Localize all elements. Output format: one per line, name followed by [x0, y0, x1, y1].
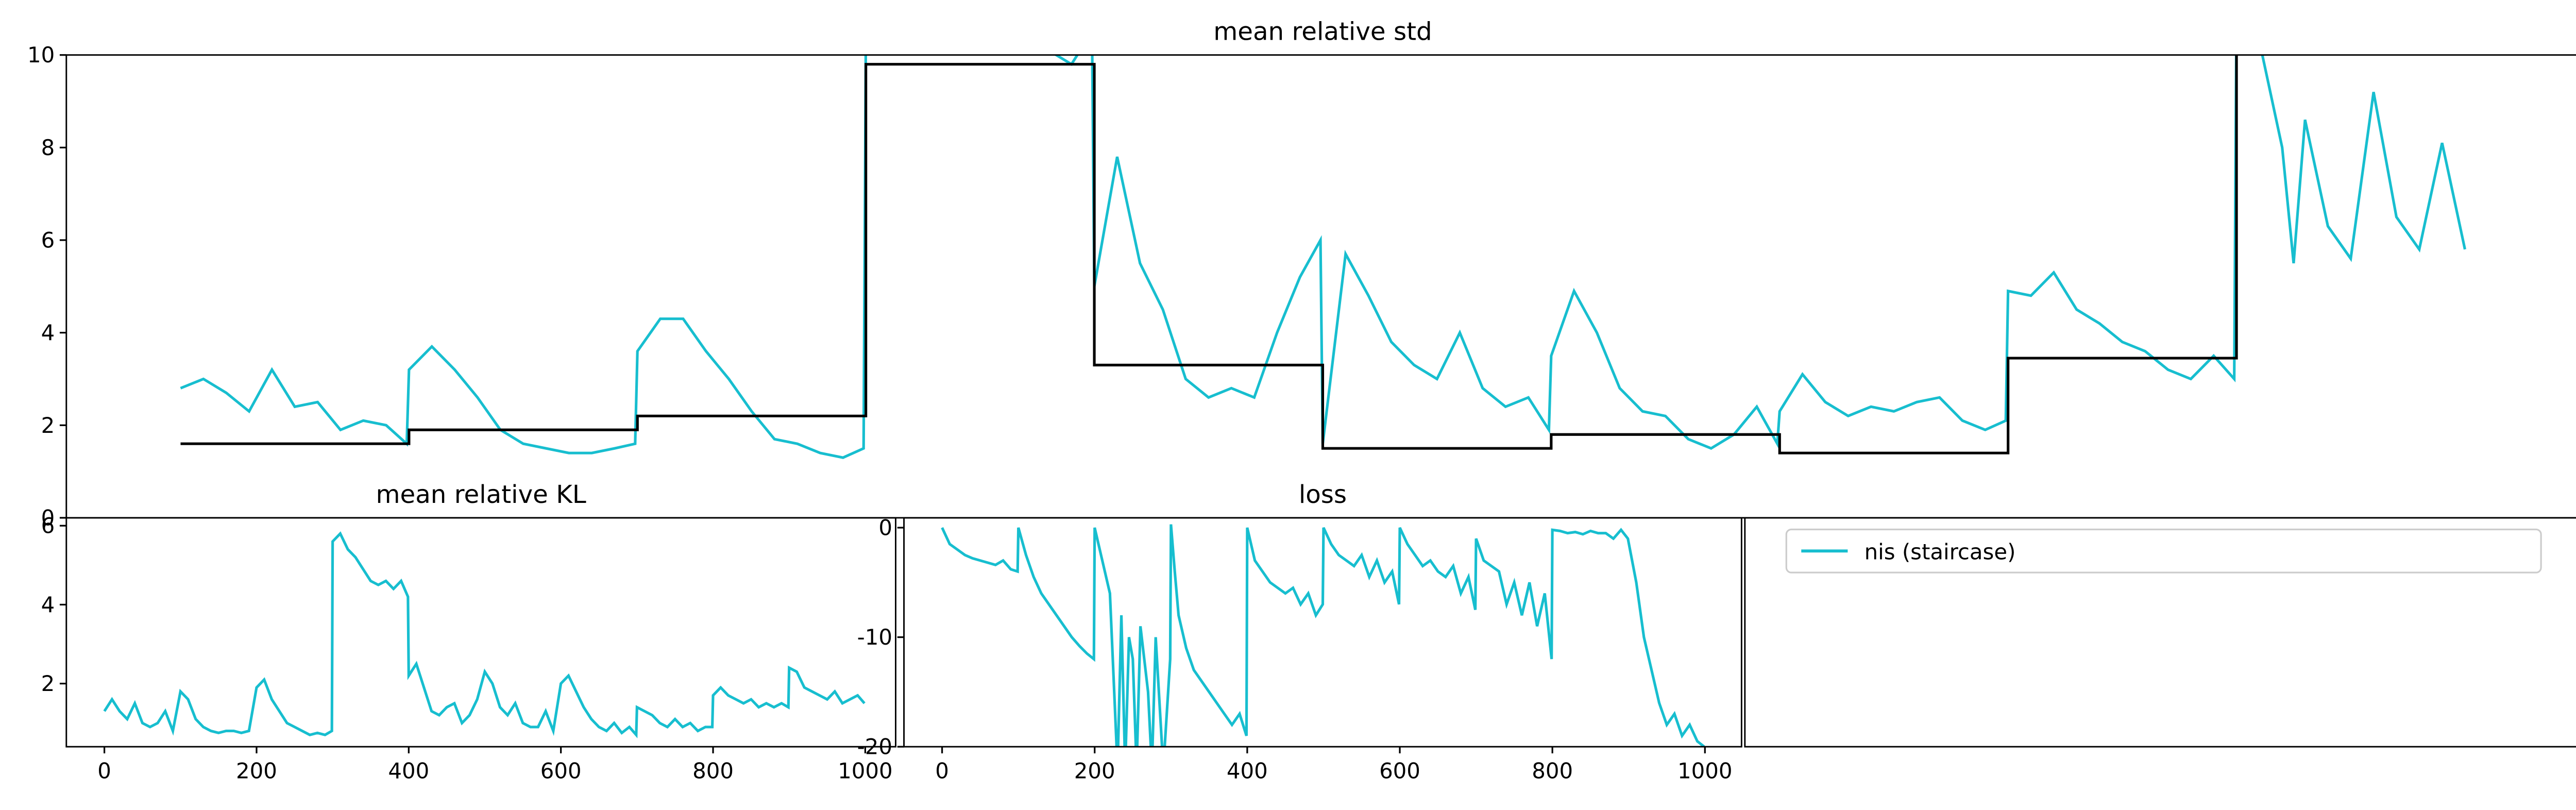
legend-box	[1785, 528, 2542, 573]
x-tick-label: 800	[692, 758, 734, 783]
axes-frame	[903, 517, 1742, 748]
series-line	[180, 55, 2238, 454]
y-tick-label: -10	[857, 625, 892, 650]
y-tick-label: 4	[41, 320, 55, 345]
y-tick-label: 2	[41, 671, 55, 696]
y-tick-label: 6	[41, 227, 55, 252]
x-tick-label: 400	[388, 758, 429, 783]
y-tick-label: 8	[41, 135, 55, 160]
axes-frame	[65, 517, 896, 748]
y-tick-label: 2	[41, 413, 55, 438]
y-tick-label: 0	[878, 515, 892, 541]
x-tick-label: 0	[97, 758, 111, 783]
x-tick-label: 200	[236, 758, 277, 783]
x-tick-label: 0	[935, 758, 949, 783]
x-tick-label: 600	[1379, 758, 1420, 783]
x-tick-label: 800	[1532, 758, 1573, 783]
y-tick-label: 6	[41, 513, 55, 538]
x-tick-label: 400	[1227, 758, 1268, 783]
x-tick-label: 1000	[1677, 758, 1733, 783]
series-line	[941, 524, 1705, 747]
chart-title: mean relative std	[1213, 18, 1432, 46]
y-tick-label: 10	[27, 42, 55, 68]
y-tick-label: 0	[41, 505, 55, 530]
y-tick-label: -20	[857, 734, 892, 760]
legend-panel	[1744, 517, 2576, 748]
y-tick-label: 4	[41, 592, 55, 617]
series-line	[103, 531, 866, 738]
chart-title: mean relative KL	[376, 480, 586, 509]
x-tick-label: 1000	[838, 758, 893, 783]
chart-title: loss	[1299, 480, 1347, 509]
legend-label: nis (staircase)	[1865, 539, 2016, 564]
x-tick-label: 600	[540, 758, 582, 783]
x-tick-label: 200	[1074, 758, 1115, 783]
